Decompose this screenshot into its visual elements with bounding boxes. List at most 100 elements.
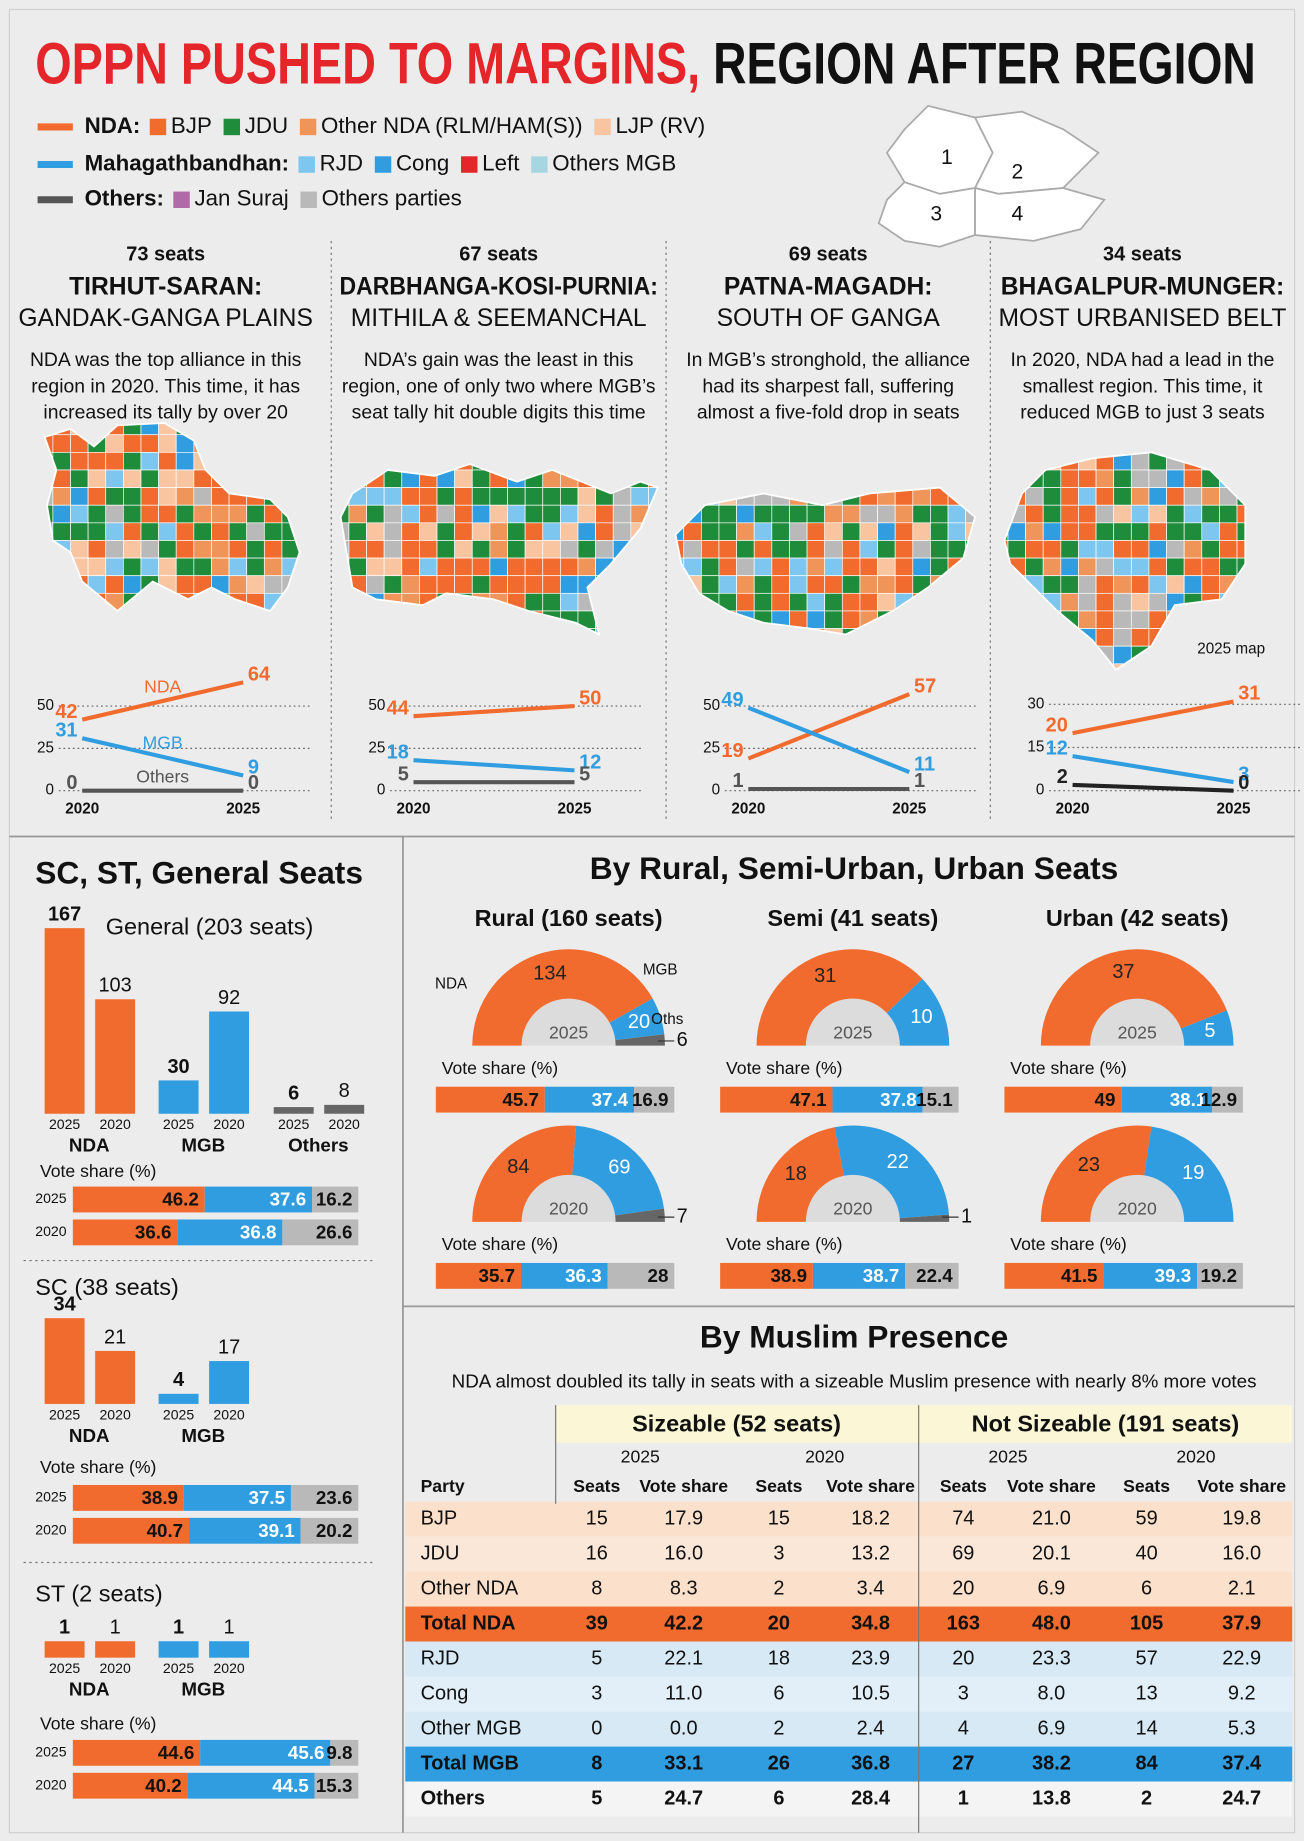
party-label: MGB bbox=[181, 1135, 225, 1156]
map-cell bbox=[1025, 522, 1044, 541]
table-cell: 10.5 bbox=[851, 1682, 890, 1704]
legend-group: Others: bbox=[85, 186, 164, 211]
party-label: Others bbox=[288, 1135, 349, 1156]
region-text: smallest region. This time, it bbox=[1023, 375, 1263, 397]
map-cell bbox=[87, 487, 107, 506]
map-cell bbox=[454, 557, 473, 577]
map-cell bbox=[1042, 487, 1062, 506]
map-cell bbox=[1078, 522, 1097, 541]
map-cell bbox=[824, 610, 843, 629]
map-cell bbox=[122, 487, 142, 506]
table-cell: 15 bbox=[586, 1507, 608, 1529]
map-cell bbox=[718, 522, 737, 541]
map-cell bbox=[824, 522, 843, 541]
map-cell bbox=[366, 557, 385, 577]
seat-bar bbox=[44, 1641, 85, 1658]
table-cell: 34.8 bbox=[851, 1612, 890, 1634]
map-cell bbox=[630, 487, 649, 506]
legend-swatch bbox=[299, 118, 317, 136]
map-cell bbox=[700, 557, 720, 577]
map-cell bbox=[454, 504, 473, 524]
line bbox=[747, 692, 911, 761]
donut-segment bbox=[615, 1034, 665, 1046]
donut-segment bbox=[1180, 1010, 1234, 1046]
vote-share-label: 9.8 bbox=[326, 1742, 352, 1763]
region-name: PATNA-MAGADH: bbox=[724, 273, 933, 300]
map-cell bbox=[524, 487, 544, 506]
map-cell bbox=[140, 557, 159, 577]
map-cell bbox=[489, 487, 508, 506]
map-cell bbox=[771, 522, 790, 541]
vote-share-label: 45.7 bbox=[502, 1089, 539, 1110]
donut-hole bbox=[521, 1174, 616, 1222]
seat-label: 21 bbox=[104, 1326, 126, 1348]
x-tick-label: 2020 bbox=[731, 801, 765, 818]
map-cell bbox=[1078, 610, 1097, 629]
region-name: DARBHANGA-KOSI-PURNIA: bbox=[340, 273, 658, 300]
legend-swatch bbox=[461, 156, 478, 173]
map-cell bbox=[524, 522, 544, 541]
map-cell bbox=[1060, 522, 1079, 541]
map-cell bbox=[1130, 557, 1150, 577]
map-cell bbox=[560, 592, 579, 612]
map-cell bbox=[1060, 487, 1079, 506]
vote-share-label: 38.1 bbox=[1170, 1089, 1207, 1110]
x-tick-label: 2025 bbox=[557, 801, 591, 818]
table-cell: 39 bbox=[586, 1612, 608, 1634]
donut-year: 2025 bbox=[1118, 1023, 1157, 1043]
map-cell bbox=[70, 469, 89, 488]
map-cell bbox=[1025, 557, 1044, 577]
map-cell bbox=[436, 557, 455, 577]
map-cell bbox=[122, 540, 142, 559]
line bbox=[81, 680, 244, 722]
map-cell bbox=[1148, 540, 1167, 559]
map-cell bbox=[52, 504, 71, 524]
map-cell bbox=[1095, 610, 1115, 629]
line bbox=[1072, 699, 1234, 736]
region-name: TIRHUT-SARAN: bbox=[69, 273, 262, 300]
map-cell bbox=[841, 522, 861, 541]
seat-label: 1 bbox=[224, 1617, 235, 1639]
vote-share-label: 15.1 bbox=[916, 1089, 953, 1110]
map-cell bbox=[246, 504, 265, 524]
vote-share-bar bbox=[177, 1219, 283, 1246]
map-cell bbox=[947, 540, 967, 559]
map-cell bbox=[859, 504, 878, 524]
map-cell bbox=[193, 557, 212, 577]
legend-label: Jan Suraj bbox=[194, 186, 288, 211]
year-label: 2025 bbox=[35, 1744, 66, 1760]
map-cell bbox=[70, 504, 89, 524]
table-cell: 6.9 bbox=[1038, 1577, 1066, 1599]
map-cell bbox=[612, 522, 632, 541]
map-cell bbox=[1078, 540, 1097, 559]
table-cell: 3 bbox=[958, 1682, 969, 1704]
map-cell bbox=[1060, 557, 1079, 577]
map-cell bbox=[894, 504, 914, 524]
table-cell: 23.9 bbox=[851, 1647, 890, 1669]
map-cell bbox=[401, 575, 420, 594]
map-cell bbox=[577, 504, 596, 524]
table-row bbox=[405, 1676, 1293, 1712]
map-cell bbox=[824, 575, 843, 594]
table-cell: RJD bbox=[421, 1647, 460, 1669]
y-tick-label: 50 bbox=[368, 697, 385, 714]
seat-bar bbox=[209, 1641, 250, 1658]
map-cell bbox=[1236, 522, 1246, 541]
donut-segment bbox=[1040, 1125, 1152, 1222]
value-label: 1 bbox=[733, 770, 744, 792]
vote-share-label: 40.7 bbox=[147, 1520, 184, 1541]
table-cell: 22.9 bbox=[1222, 1647, 1261, 1669]
map-cell bbox=[471, 540, 491, 559]
map-cell bbox=[1148, 487, 1167, 506]
map-cell bbox=[771, 504, 790, 524]
map-cell bbox=[383, 504, 403, 524]
map-cell bbox=[894, 540, 914, 559]
table-row bbox=[405, 1536, 1293, 1572]
map-cell bbox=[489, 540, 508, 559]
map-cell bbox=[1095, 522, 1115, 541]
map-cell bbox=[348, 557, 367, 577]
table-cell: 28.4 bbox=[851, 1787, 890, 1809]
map-cell bbox=[489, 522, 508, 541]
map-cell bbox=[105, 469, 124, 488]
donut-hole bbox=[805, 1174, 900, 1222]
